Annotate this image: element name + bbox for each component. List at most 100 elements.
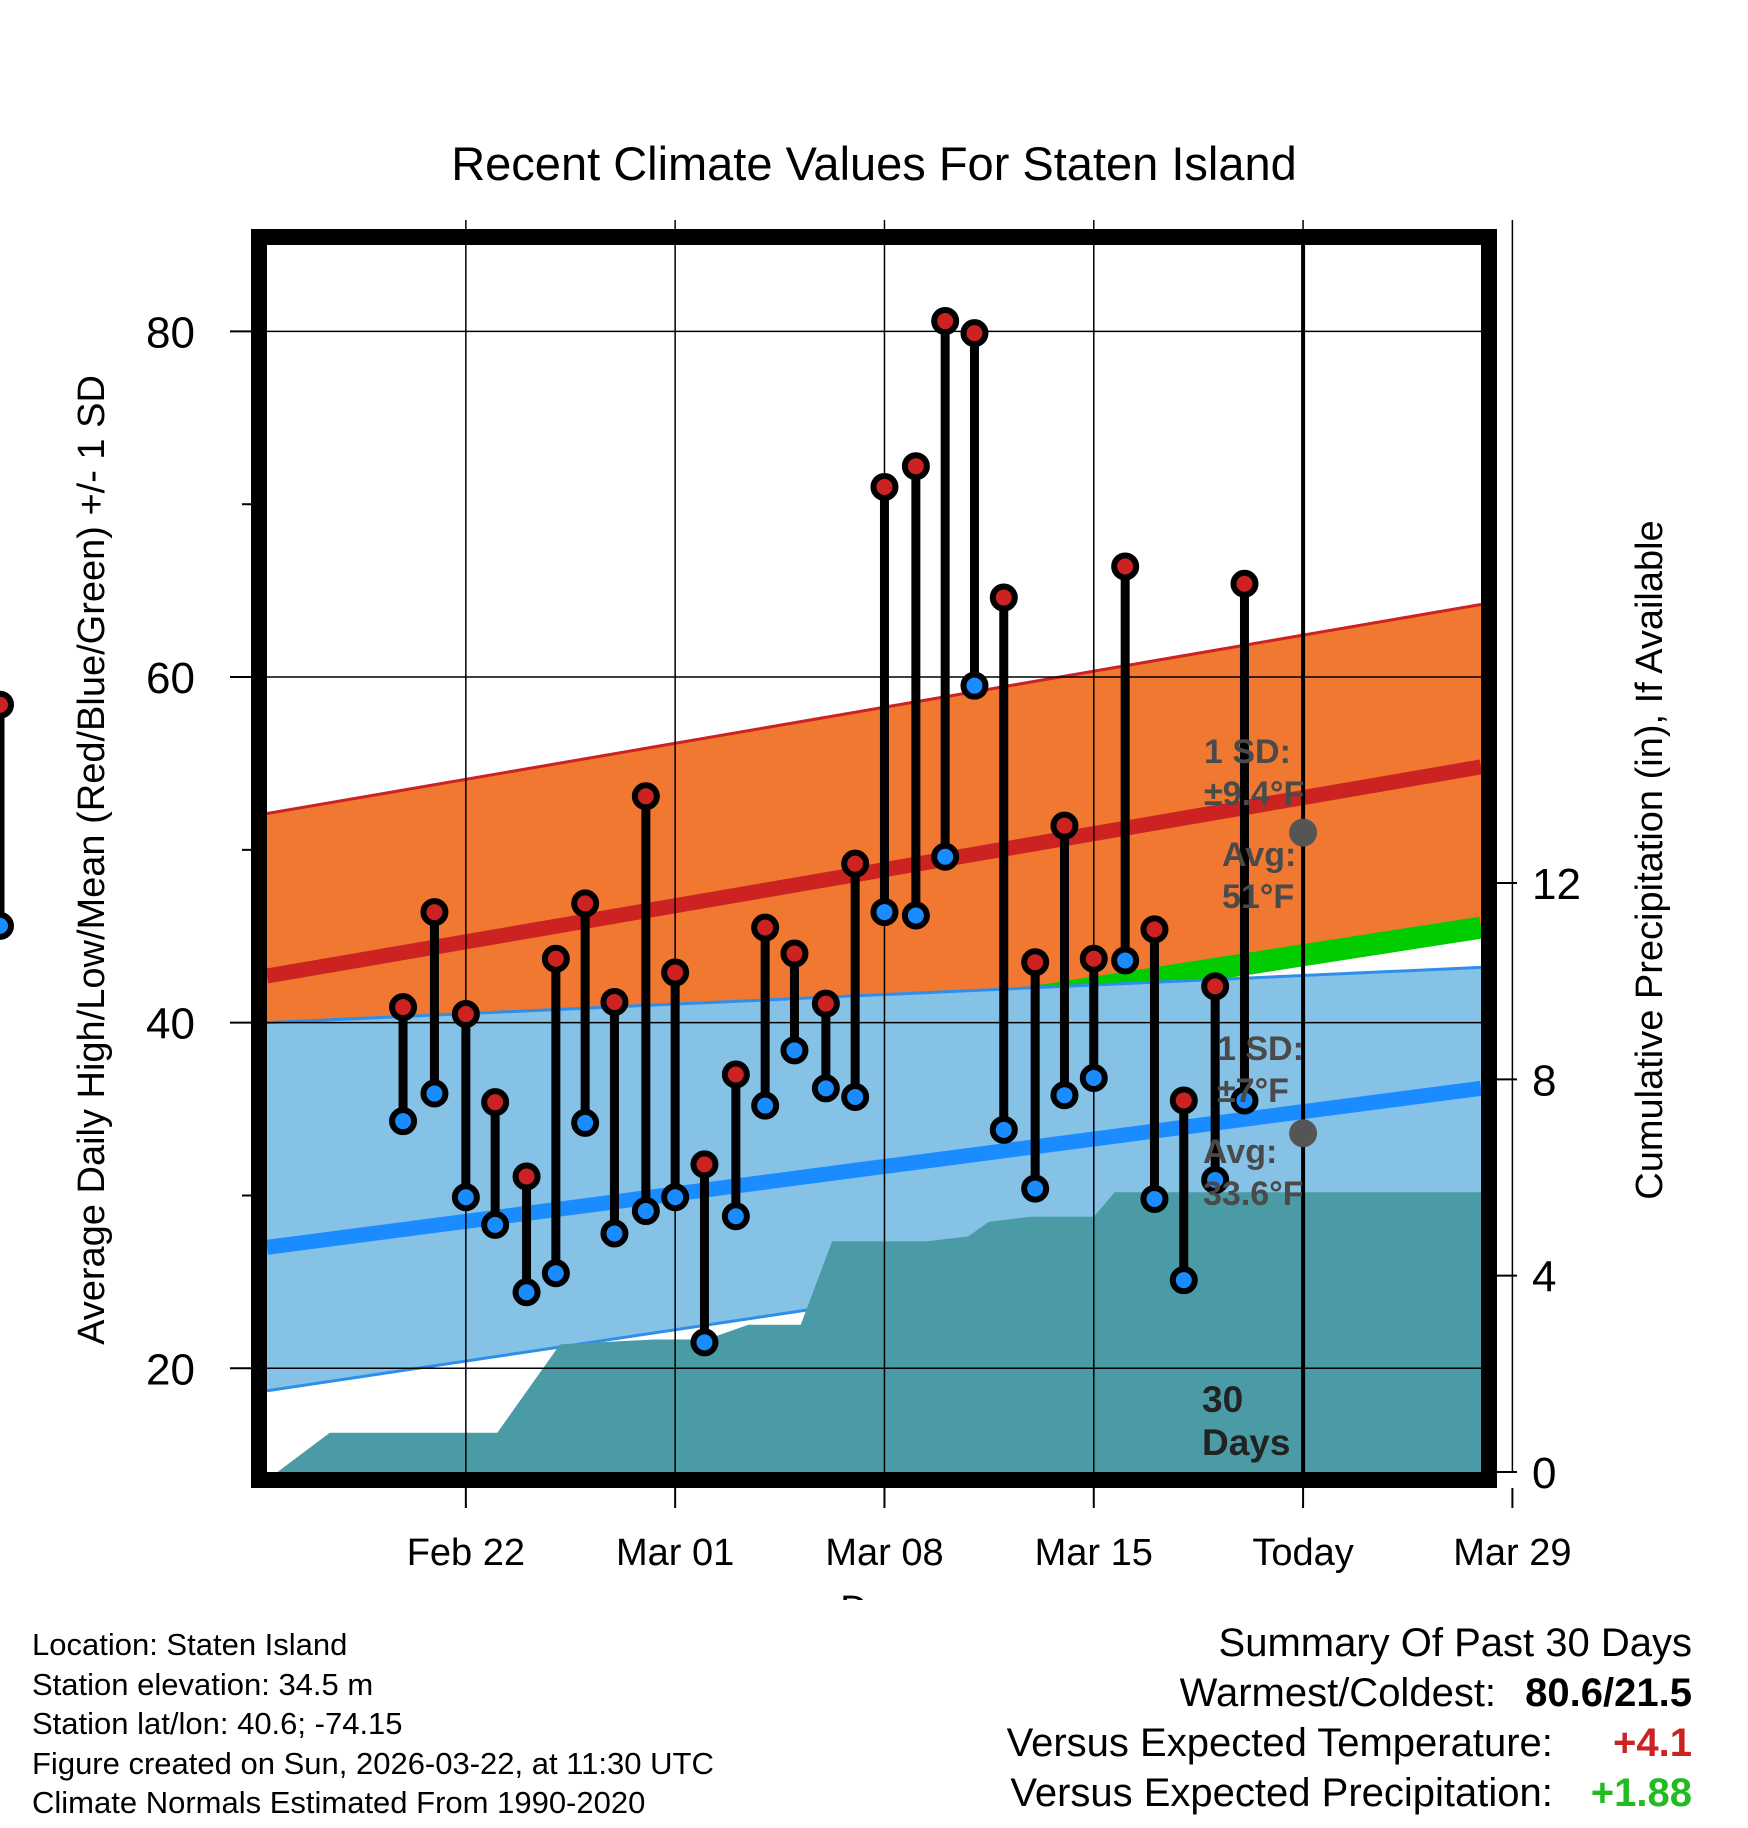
precip-value: +1.88 <box>1590 1771 1692 1815</box>
daily-low-point <box>870 898 899 927</box>
high-sd-upper-edge <box>267 602 1481 816</box>
daily-high-point <box>841 849 870 878</box>
high-sd-label: 1 SD: <box>1204 733 1291 771</box>
low-avg-value: 33.6°F <box>1203 1175 1304 1213</box>
warm-cold-value: 80.6/21.5 <box>1525 1671 1692 1715</box>
daily-high-point <box>1169 1086 1198 1115</box>
daily-high-point <box>901 452 930 481</box>
low-sd-value: ±7°F <box>1217 1072 1289 1110</box>
period-number: 30 <box>1202 1379 1243 1420</box>
temp-value: +4.1 <box>1613 1721 1692 1765</box>
x-axis-label: Day <box>840 1589 908 1600</box>
daily-low-point <box>1021 1174 1050 1203</box>
y-tick-label: 40 <box>146 1000 195 1049</box>
today-low-avg-marker <box>1289 1119 1318 1148</box>
daily-high-point <box>512 1162 541 1191</box>
daily-low-point <box>841 1082 870 1111</box>
y-tick-label: 80 <box>146 308 195 357</box>
high-avg-label: Avg: <box>1222 836 1296 874</box>
daily-low-point <box>389 1107 418 1136</box>
x-tick-label: Mar 01 <box>616 1532 734 1574</box>
today-high-avg-marker <box>1289 818 1318 847</box>
daily-high-point <box>1050 811 1079 840</box>
daily-high-point <box>481 1088 510 1117</box>
daily-low-point <box>661 1183 690 1212</box>
daily-low-point <box>0 911 14 940</box>
y2-tick-label: 4 <box>1532 1253 1556 1302</box>
daily-low-point <box>1169 1266 1198 1295</box>
daily-high-point <box>1079 944 1108 973</box>
warm-cold-label: Warmest/Coldest: <box>1179 1671 1497 1715</box>
plot-border <box>251 229 1497 1488</box>
y2-tick-label: 12 <box>1532 860 1581 909</box>
x-tick-label: Today <box>1252 1532 1353 1574</box>
daily-high-point <box>690 1150 719 1179</box>
daily-low-point <box>811 1074 840 1103</box>
daily-high-point <box>541 944 570 973</box>
daily-high-point <box>870 472 899 501</box>
high-sd-value: ±9.4°F <box>1204 775 1304 813</box>
daily-low-point <box>571 1108 600 1137</box>
precip-label: Versus Expected Precipitation: <box>1010 1771 1553 1815</box>
daily-low-point <box>1201 1165 1230 1194</box>
summary-temp: Versus Expected Temperature: +4.1 <box>1007 1718 1692 1768</box>
annotations: 1 SD: ±9.4°F Avg: 51°F 1 SD: ±7°F Avg: 33.6°F 30… <box>1202 733 1318 1463</box>
temp-label: Versus Expected Temperature: <box>1006 1721 1553 1765</box>
x-tick-label: Mar 15 <box>1035 1532 1153 1574</box>
daily-high-point <box>721 1060 750 1089</box>
y-axis-label: Average Daily High/Low/Mean (Red/Blue/Gr… <box>71 375 113 1345</box>
daily-low-point <box>751 1091 780 1120</box>
daily-low-point <box>960 671 989 700</box>
daily-low-point <box>1140 1184 1169 1213</box>
daily-high-point <box>451 1000 480 1029</box>
daily-low-point <box>1079 1063 1108 1092</box>
summary-precip: Versus Expected Precipitation: +1.88 <box>1007 1768 1692 1818</box>
low-sd-band <box>267 967 1481 1391</box>
daily-low-point <box>420 1079 449 1108</box>
daily-high-point <box>1111 552 1140 581</box>
daily-low-point <box>1050 1081 1079 1110</box>
y2-axis-label: Cumulative Precipitation (in), If Availa… <box>1629 520 1671 1199</box>
y2-tick-label: 0 <box>1532 1449 1556 1498</box>
daily-low-point <box>600 1219 629 1248</box>
daily-low-point <box>989 1115 1018 1144</box>
daily-high-point <box>811 989 840 1018</box>
period-unit: Days <box>1202 1422 1290 1463</box>
summary-panel: Summary Of Past 30 Days Warmest/Coldest:… <box>1007 1618 1692 1818</box>
daily-low-point <box>512 1278 541 1307</box>
daily-low-point <box>690 1328 719 1357</box>
daily-high-point <box>571 889 600 918</box>
daily-high-point <box>600 987 629 1016</box>
plot-frame <box>251 229 1497 1488</box>
x-tick-label: Mar 29 <box>1453 1532 1571 1574</box>
daily-low-point <box>451 1183 480 1212</box>
x-tick-label: Feb 22 <box>407 1532 525 1574</box>
created-text: Figure created on Sun, 2026-03-22, at 11… <box>32 1745 714 1781</box>
axis-ticks: Feb 22 Mar 01 Mar 08 Mar 15 Today Mar 2920406… <box>146 308 1581 1574</box>
daily-high-point <box>931 307 960 336</box>
normal-high-line <box>267 759 1481 984</box>
y-tick-label: 20 <box>146 1345 195 1394</box>
summary-title: Summary Of Past 30 Days <box>1218 1621 1692 1665</box>
daily-high-point <box>960 319 989 348</box>
y-tick-label: 60 <box>146 654 195 703</box>
daily-low-point <box>1230 1086 1259 1115</box>
latlon-text: Station lat/lon: 40.6; -74.15 <box>32 1706 403 1741</box>
low-avg-label: Avg: <box>1203 1133 1277 1171</box>
daily-low-point <box>481 1210 510 1239</box>
daily-low-point <box>931 842 960 871</box>
daily-high-point <box>420 898 449 927</box>
normals-text: Climate Normals Estimated From 1990-2020 <box>32 1785 646 1820</box>
daily-high-point <box>631 782 660 811</box>
elevation-text: Station elevation: 34.5 m <box>32 1666 374 1702</box>
low-sd-label: 1 SD: <box>1217 1030 1304 1068</box>
daily-low-point <box>541 1259 570 1288</box>
climate-chart: Feb 22 Mar 01 Mar 08 Mar 15 Today Mar 2920406… <box>0 137 1671 1600</box>
station-info: Location: Staten Island Station elevatio… <box>32 1625 714 1823</box>
summary-warm-cold: Warmest/Coldest: 80.6/21.5 <box>1007 1668 1692 1718</box>
daily-high-point <box>1140 915 1169 944</box>
daily-low-point <box>901 901 930 930</box>
daily-high-point <box>1021 948 1050 977</box>
daily-low-point <box>721 1202 750 1231</box>
daily-ranges <box>0 307 1259 1357</box>
